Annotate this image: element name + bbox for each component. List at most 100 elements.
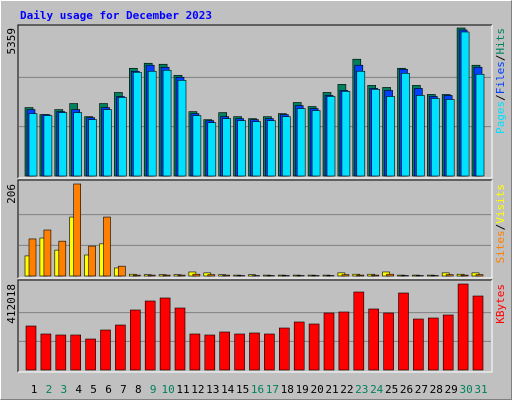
x-tick-label: 25 [385, 383, 398, 396]
bar [130, 309, 141, 371]
x-tick-label: 27 [415, 383, 428, 396]
bar [88, 245, 96, 277]
bar [237, 120, 246, 177]
bar [281, 116, 291, 177]
plot-border-dark [17, 179, 492, 278]
bar [147, 274, 156, 277]
x-tick-label: 5 [90, 383, 97, 396]
bar [177, 274, 186, 277]
x-tick-label: 28 [430, 383, 443, 396]
bar [416, 95, 425, 177]
plot-border-light [18, 180, 493, 279]
bar [386, 96, 395, 177]
legend-separator: / [494, 55, 507, 62]
x-tick-label: 7 [120, 383, 127, 396]
x-tick-label: 2 [46, 383, 53, 396]
legend-entry: Files [494, 61, 507, 94]
bar [192, 273, 201, 277]
x-tick-label: 8 [135, 383, 142, 396]
plot-border-dark [17, 279, 492, 372]
bar [162, 69, 172, 177]
bar [341, 91, 351, 177]
bar [70, 334, 81, 371]
x-tick-label: 19 [296, 383, 309, 396]
bar [472, 295, 484, 371]
legend: Pages/Files/Hits [494, 28, 507, 134]
bar [398, 292, 409, 371]
x-tick-label: 13 [206, 383, 219, 396]
bar [177, 80, 187, 177]
bar [28, 113, 38, 177]
bar [174, 307, 186, 371]
bar [442, 314, 454, 371]
bar [88, 119, 97, 177]
legend-separator: / [494, 94, 507, 101]
bar [401, 72, 410, 177]
bar [278, 327, 290, 371]
bar [133, 274, 141, 277]
legend-separator: / [494, 224, 507, 231]
bar [296, 108, 306, 177]
legend-entry: Sites [494, 230, 507, 263]
x-tick-label: 6 [105, 383, 112, 396]
bar [326, 96, 336, 177]
bar [43, 115, 53, 177]
legend: KBytes [494, 284, 507, 324]
x-tick-label: 21 [325, 383, 338, 396]
bar [189, 333, 201, 371]
bar [204, 334, 216, 371]
x-tick-label: 9 [150, 383, 157, 396]
bar [58, 112, 68, 177]
bar [43, 229, 52, 277]
bar [353, 291, 365, 371]
x-tick-label: 26 [400, 383, 413, 396]
bar [413, 318, 424, 371]
bar [85, 338, 96, 371]
bar [445, 274, 454, 277]
chart-title: Daily usage for December 2023 [20, 9, 212, 22]
x-tick-label: 11 [176, 383, 189, 396]
x-tick-label: 12 [191, 383, 204, 396]
bar [73, 183, 81, 277]
bar [293, 321, 305, 371]
x-tick-label: 15 [236, 383, 249, 396]
bar [311, 110, 321, 177]
bar [460, 274, 469, 277]
bar [115, 324, 126, 371]
bar [133, 71, 142, 177]
bar [371, 89, 381, 177]
bar [58, 240, 67, 277]
x-tick-label: 16 [251, 383, 264, 396]
legend-entry: KBytes [494, 284, 507, 324]
bar [371, 274, 380, 277]
plot-area [18, 180, 492, 278]
bar [427, 317, 439, 371]
bar [430, 98, 440, 177]
legend: Sites/Visits [494, 184, 507, 264]
x-tick-label: 1 [31, 383, 38, 396]
bar [100, 329, 111, 371]
bar [475, 73, 485, 177]
bar [192, 115, 202, 177]
bar [73, 112, 82, 177]
bar [55, 334, 67, 371]
bar [234, 333, 245, 371]
bar [207, 274, 216, 277]
y-tick-label: 206 [5, 184, 18, 204]
x-tick-label: 31 [474, 383, 487, 396]
bar [103, 216, 111, 277]
bar [445, 99, 455, 177]
y-tick-label: 412018 [5, 284, 18, 324]
bar [249, 332, 260, 371]
bar [460, 31, 470, 177]
bar [338, 311, 350, 371]
x-tick-label: 4 [75, 383, 82, 396]
x-tick-label: 18 [281, 383, 294, 396]
bar [323, 312, 335, 371]
bar [25, 325, 37, 371]
bar [144, 300, 156, 371]
bar [118, 97, 127, 177]
legend-entry: Visits [494, 184, 507, 224]
bar [386, 273, 394, 277]
